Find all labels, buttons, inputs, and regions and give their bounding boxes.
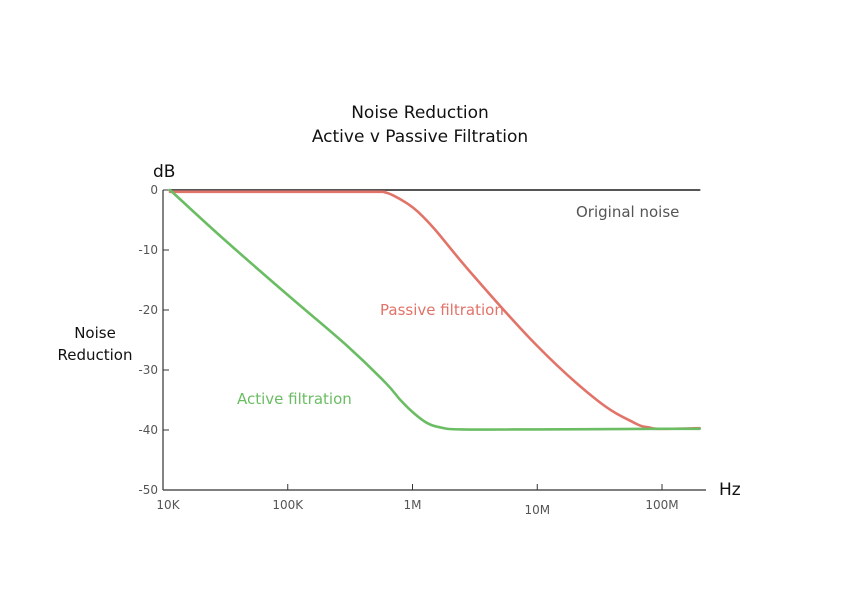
y-axis-ticks: 0 -10 -20 -30 -40 -50	[138, 183, 169, 497]
chart-title-line-1: Noise Reduction	[351, 103, 489, 123]
x-tick-label: 100M	[645, 498, 678, 512]
y-unit-label: dB	[153, 162, 175, 182]
x-tick-label: 100K	[272, 498, 304, 512]
y-tick-label: -20	[138, 303, 158, 317]
chart-title-line-2: Active v Passive Filtration	[312, 127, 528, 147]
annotation-active-filtration: Active filtration	[237, 390, 352, 408]
y-tick-label: -10	[138, 243, 158, 257]
x-unit-label: Hz	[719, 480, 741, 500]
y-tick-label: -50	[138, 483, 158, 497]
y-axis-label-line-2: Reduction	[58, 346, 133, 364]
y-axis-label-line-1: Noise	[74, 324, 116, 342]
annotation-passive-filtration: Passive filtration	[380, 301, 504, 319]
x-tick-label: 1M	[404, 498, 422, 512]
x-axis-ticks: 10K 100K 1M 10M 100M	[156, 484, 679, 517]
series-line-active-filtration	[168, 188, 701, 431]
series-line-passive-filtration	[168, 190, 701, 431]
y-tick-label: -40	[138, 423, 158, 437]
y-tick-label: -30	[138, 363, 158, 377]
x-tick-label: 10K	[156, 498, 180, 512]
annotation-original-noise: Original noise	[576, 203, 679, 221]
x-tick-label: 10M	[524, 503, 550, 517]
series-layer	[168, 188, 701, 431]
y-tick-label: 0	[150, 183, 158, 197]
